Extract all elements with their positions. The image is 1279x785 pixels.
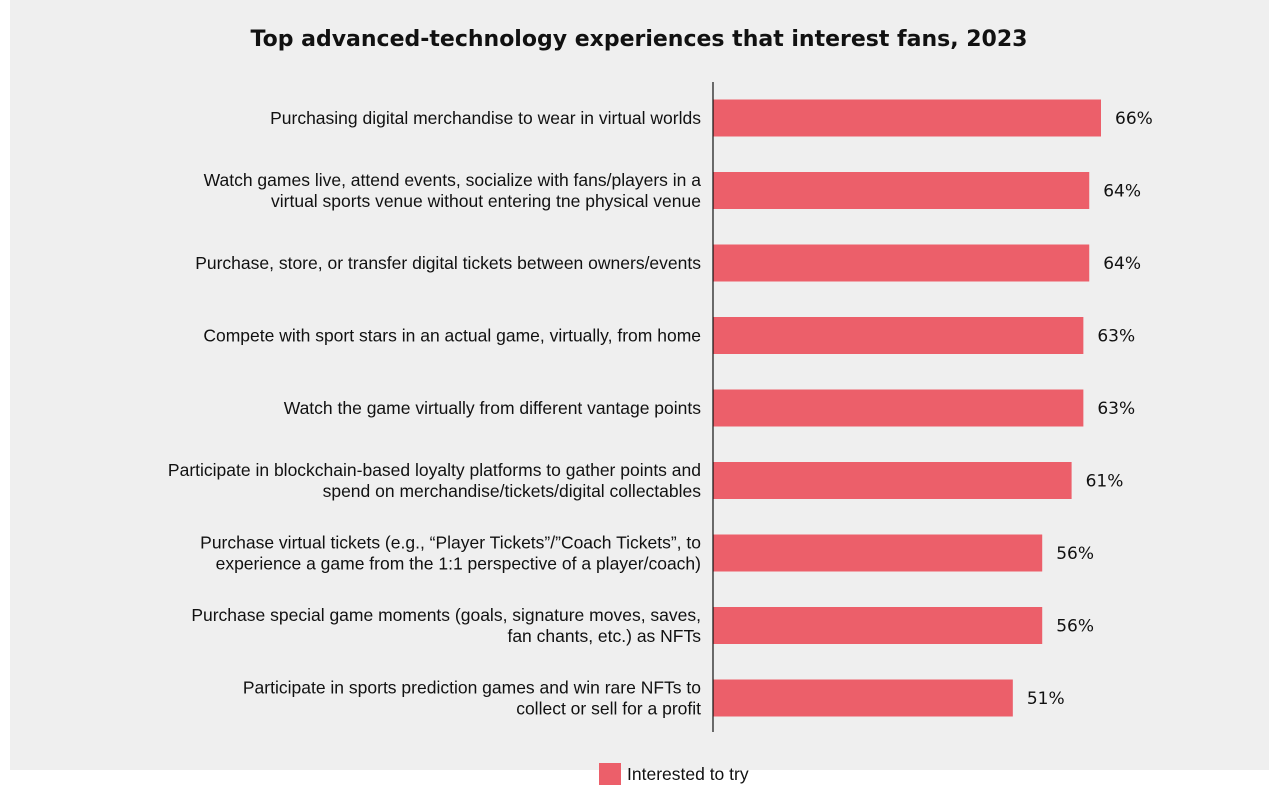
bar xyxy=(713,679,1013,717)
data-label: 63% xyxy=(1097,327,1135,347)
category-label: Purchase special game moments (goals, si… xyxy=(191,605,701,625)
bar xyxy=(713,389,1084,427)
legend: Interested to try xyxy=(599,763,749,785)
category-label: Purchase, store, or transfer digital tic… xyxy=(195,253,701,273)
category-label: Watch the game virtually from different … xyxy=(284,398,702,418)
data-label: 64% xyxy=(1103,254,1141,274)
bar xyxy=(713,534,1043,572)
category-label: spend on merchandise/tickets/digital col… xyxy=(323,481,702,501)
bar xyxy=(713,607,1043,644)
category-label: Participate in blockchain-based loyalty … xyxy=(168,460,701,480)
chart-bottom-margin xyxy=(0,770,1279,785)
category-label: collect or sell for a profit xyxy=(516,699,701,719)
data-label: 51% xyxy=(1027,689,1065,709)
data-label: 64% xyxy=(1103,182,1141,202)
bar xyxy=(713,244,1090,282)
bar xyxy=(713,172,1090,209)
data-label: 61% xyxy=(1086,472,1124,492)
legend-swatch xyxy=(599,763,621,785)
category-label: experience a game from the 1:1 perspecti… xyxy=(216,554,701,574)
category-label: Purchasing digital merchandise to wear i… xyxy=(270,108,701,128)
bar xyxy=(713,462,1072,499)
legend-label: Interested to try xyxy=(627,764,749,784)
category-label: Purchase virtual tickets (e.g., “Player … xyxy=(200,533,701,553)
category-label: Participate in sports prediction games a… xyxy=(243,678,701,698)
category-label: Watch games live, attend events, sociali… xyxy=(204,170,702,190)
bar xyxy=(713,99,1101,137)
category-label: virtual sports venue without entering tn… xyxy=(271,191,701,211)
data-label: 63% xyxy=(1097,399,1135,419)
data-label: 66% xyxy=(1115,109,1153,129)
category-label: Compete with sport stars in an actual ga… xyxy=(203,326,701,346)
bar xyxy=(713,317,1084,354)
chart-title: Top advanced-technology experiences that… xyxy=(251,27,1028,52)
category-label: fan chants, etc.) as NFTs xyxy=(507,626,701,646)
data-label: 56% xyxy=(1056,617,1094,637)
data-label: 56% xyxy=(1056,544,1094,564)
bars-layer: 66% Purchasing digital merchandise to wea… xyxy=(168,99,1153,719)
